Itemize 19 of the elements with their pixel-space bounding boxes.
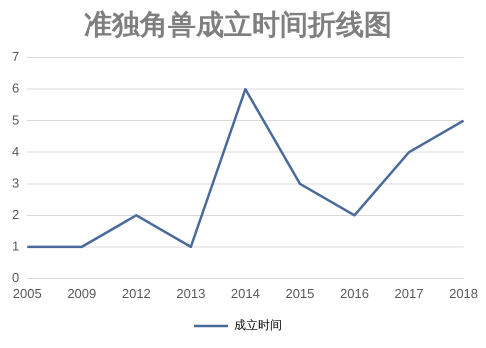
x-tick-label: 2013 xyxy=(176,286,206,301)
y-tick-label: 7 xyxy=(12,49,20,64)
x-tick-label: 2017 xyxy=(394,286,424,301)
y-tick-label: 1 xyxy=(12,238,20,254)
y-tick-label: 6 xyxy=(12,80,20,96)
y-tick-label: 0 xyxy=(12,270,20,285)
legend-label: 成立时间 xyxy=(234,318,282,332)
y-tick-label: 2 xyxy=(12,206,20,222)
x-tick-label: 2012 xyxy=(122,286,151,301)
x-tick-label: 2018 xyxy=(449,286,478,301)
y-tick-label: 4 xyxy=(12,144,20,159)
y-tick-label: 5 xyxy=(12,112,20,128)
x-tick-label: 2005 xyxy=(12,286,42,301)
chart-title: 准独角兽成立时间折线图 xyxy=(84,9,392,42)
x-tick-label: 2016 xyxy=(340,286,369,301)
x-tick-label: 2015 xyxy=(285,286,314,301)
x-tick-label: 2009 xyxy=(67,286,96,301)
x-tick-label: 2014 xyxy=(230,286,260,301)
y-tick-label: 3 xyxy=(12,175,20,190)
